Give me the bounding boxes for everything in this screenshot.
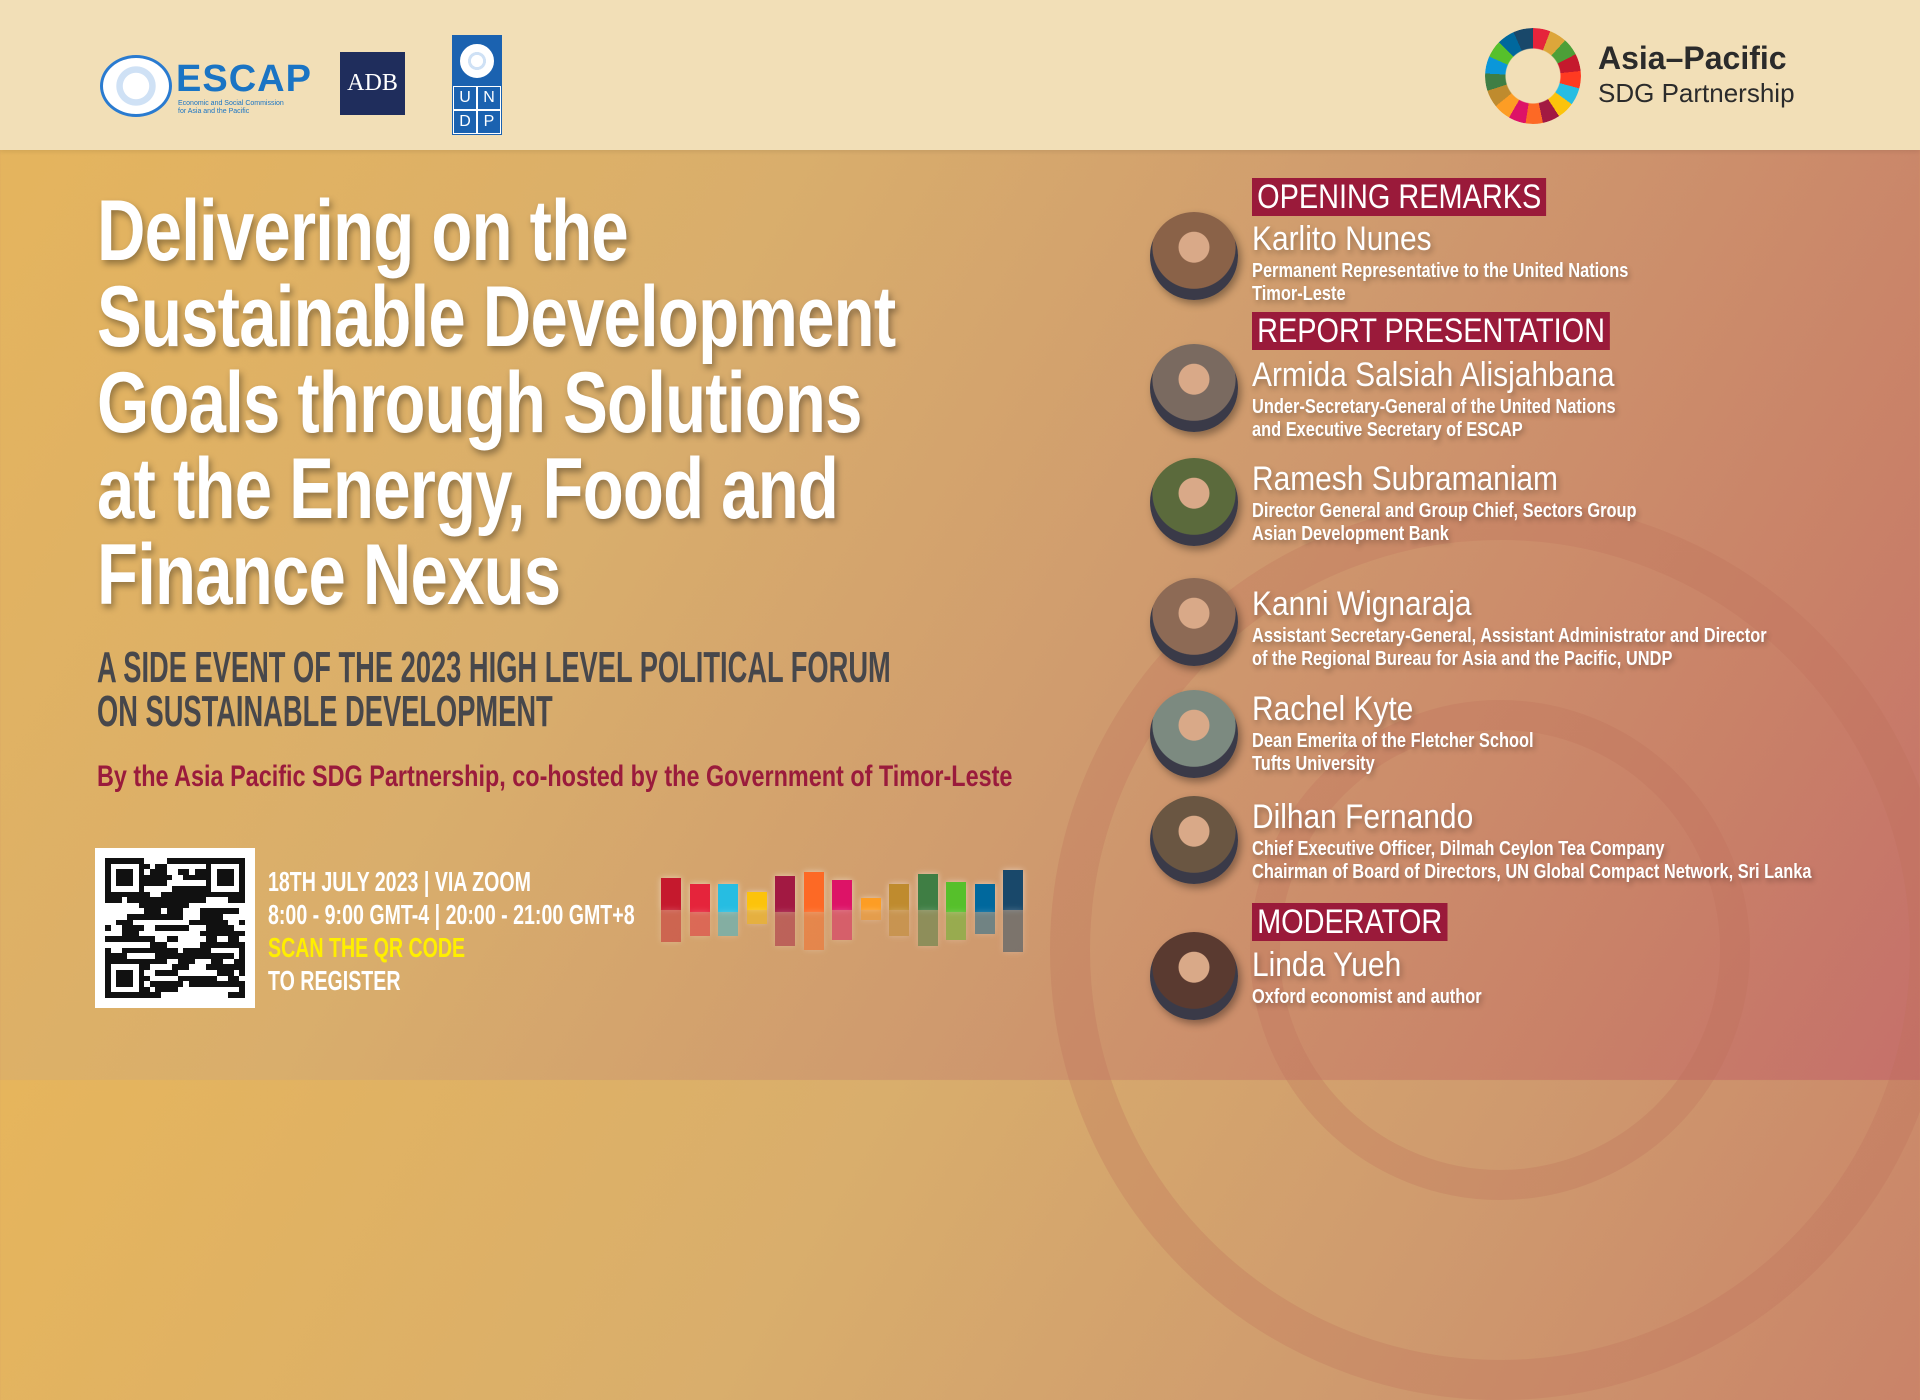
section-label-report: REPORT PRESENTATION	[1252, 312, 1611, 350]
event-subtitle: A SIDE EVENT OF THE 2023 HIGH LEVEL POLI…	[97, 646, 891, 734]
escap-subtitle-line: Economic and Social Commission	[178, 100, 284, 107]
undp-logo: U N D P	[452, 35, 502, 135]
register-cta-line2: TO REGISTER	[268, 965, 401, 996]
sdg-bar-reflection	[917, 910, 938, 946]
speaker-title: Director General and Group Chief, Sector…	[1252, 500, 1637, 522]
title-line: Delivering on the	[97, 183, 629, 279]
speaker-name: Rachel Kyte	[1252, 690, 1414, 728]
undp-letter: U	[453, 86, 477, 110]
sdg-bar	[718, 884, 738, 912]
speaker-title: Dean Emerita of the Fletcher School	[1252, 730, 1534, 752]
title-line: Finance Nexus	[97, 527, 561, 623]
speaker-title: Under-Secretary-General of the United Na…	[1252, 396, 1616, 418]
speaker-title: Permanent Representative to the United N…	[1252, 260, 1629, 282]
sdg-bar-reflection	[803, 912, 824, 950]
register-cta: SCAN THE QR CODE	[268, 932, 466, 963]
sdg-bar	[917, 874, 938, 910]
event-date: 18TH JULY 2023 | VIA ZOOM	[268, 866, 531, 897]
brand-line1: Asia–Pacific	[1598, 40, 1787, 76]
sdg-bar	[974, 884, 995, 912]
speaker-title: Assistant Secretary-General, Assistant A…	[1252, 625, 1767, 647]
sdg-bar	[889, 884, 909, 910]
speaker-photo	[1150, 344, 1238, 432]
escap-subtitle: Economic and Social Commission for Asia …	[178, 100, 284, 116]
sdg-bar-reflection	[746, 910, 767, 924]
sdg-bar	[860, 898, 881, 910]
sdg-bar-reflection	[689, 912, 710, 936]
undp-letter: N	[477, 86, 501, 110]
sdg-bar	[689, 884, 710, 912]
sdg-bar	[832, 880, 852, 910]
sdg-bar-reflection	[1003, 910, 1023, 952]
undp-letter: P	[477, 110, 501, 134]
speaker-photo	[1150, 458, 1238, 546]
speaker-title: Chairman of Board of Directors, UN Globa…	[1252, 861, 1812, 883]
speaker-name: Kanni Wignaraja	[1252, 585, 1472, 623]
sdg-bar-reflection	[946, 912, 966, 940]
sdg-bar-reflection	[775, 912, 795, 946]
un-emblem-icon	[100, 55, 172, 117]
sdg-bar	[746, 892, 767, 910]
speaker-title: of the Regional Bureau for Asia and the …	[1252, 648, 1673, 670]
subtitle-line: A SIDE EVENT OF THE 2023 HIGH LEVEL POLI…	[97, 643, 891, 692]
brand-line2: SDG Partnership	[1598, 78, 1795, 108]
hosted-by: By the Asia Pacific SDG Partnership, co-…	[97, 760, 1013, 793]
event-time: 8:00 - 9:00 GMT-4 | 20:00 - 21:00 GMT+8	[268, 899, 635, 930]
title-line: Sustainable Development	[97, 269, 896, 365]
title-line: at the Energy, Food and	[97, 441, 839, 537]
section-label-opening: OPENING REMARKS	[1252, 178, 1547, 216]
sdg-bar	[803, 872, 824, 912]
speaker-title: Chief Executive Officer, Dilmah Ceylon T…	[1252, 838, 1665, 860]
speaker-title: Timor-Leste	[1252, 283, 1346, 305]
sdg-bar-reflection	[661, 910, 681, 942]
un-emblem-icon	[460, 44, 494, 78]
subtitle-line: ON SUSTAINABLE DEVELOPMENT	[97, 687, 553, 736]
title-line: Goals through Solutions	[97, 355, 862, 451]
section-label-moderator: MODERATOR	[1252, 903, 1448, 941]
adb-logo: ADB	[340, 52, 405, 115]
speaker-title: Tufts University	[1252, 753, 1375, 775]
registration-qr-code[interactable]	[95, 848, 255, 1008]
sdg-bar-reflection	[718, 912, 738, 936]
sdg-bar-reflection	[860, 910, 881, 920]
speaker-name: Dilhan Fernando	[1252, 798, 1474, 836]
event-title: Delivering on the Sustainable Developmen…	[97, 183, 896, 623]
escap-subtitle-line: for Asia and the Pacific	[178, 108, 250, 115]
sdg-bar-reflection	[832, 910, 852, 940]
header-bar	[0, 0, 1920, 150]
sdg-bar	[946, 882, 966, 912]
speaker-name: Karlito Nunes	[1252, 220, 1432, 258]
speaker-title: Asian Development Bank	[1252, 523, 1449, 545]
sdg-bar-reflection	[889, 910, 909, 936]
speaker-name: Linda Yueh	[1252, 946, 1402, 984]
speaker-photo	[1150, 690, 1238, 778]
sdg-bar	[775, 876, 795, 912]
speaker-name: Ramesh Subramaniam	[1252, 460, 1558, 498]
sdg-bar	[1003, 870, 1023, 910]
speaker-name: Armida Salsiah Alisjahbana	[1252, 356, 1615, 394]
sdg-bar-reflection	[974, 912, 995, 934]
sdg-color-bars	[661, 868, 1031, 968]
escap-logo: ESCAP	[176, 58, 312, 100]
sdg-bar	[661, 878, 681, 910]
speaker-photo	[1150, 578, 1238, 666]
sdg-wheel-icon	[1485, 28, 1581, 124]
speaker-title: and Executive Secretary of ESCAP	[1252, 419, 1523, 441]
undp-letter: D	[453, 110, 477, 134]
speaker-title: Oxford economist and author	[1252, 986, 1482, 1008]
speaker-photo	[1150, 932, 1238, 1020]
speaker-photo	[1150, 796, 1238, 884]
speaker-photo	[1150, 212, 1238, 300]
